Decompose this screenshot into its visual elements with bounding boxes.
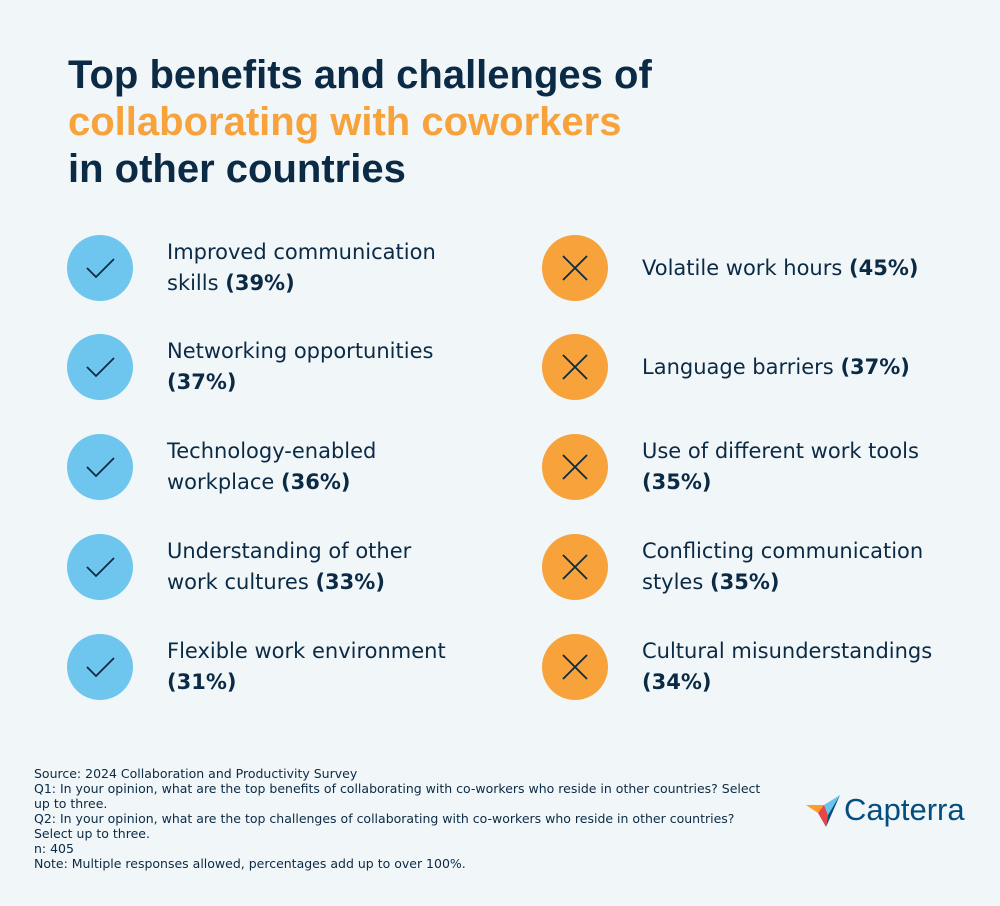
item-percent: (37%) — [840, 354, 910, 379]
list-item: Technology-enabled workplace (36%) — [67, 434, 457, 500]
item-text: Understanding of other work cultures (33… — [167, 536, 457, 598]
item-text: Use of different work tools (35%) — [642, 436, 952, 498]
title-line: Top benefits and challenges of — [68, 53, 652, 97]
item-label: Language barriers — [642, 354, 834, 379]
cross-icon — [542, 235, 608, 301]
footer-note: Note: Multiple responses allowed, percen… — [34, 856, 466, 871]
logo-text: Capterra — [844, 792, 965, 827]
item-label: Cultural misunderstandings — [642, 639, 933, 663]
item-label: Conflicting communication styles — [642, 539, 924, 594]
cross-icon — [542, 334, 608, 400]
item-label: Use of different work tools — [642, 439, 919, 463]
footer-note: Source: 2024 Collaboration and Productiv… — [34, 766, 358, 781]
check-icon — [67, 434, 133, 500]
item-text: Cultural misunderstandings (34%) — [642, 636, 952, 698]
list-item: Use of different work tools (35%) — [542, 434, 952, 500]
item-label: Understanding of other work cultures — [167, 539, 412, 594]
footer-note: n: 405 — [34, 841, 74, 856]
list-item: Understanding of other work cultures (33… — [67, 534, 457, 600]
item-text: Networking opportunities (37%) — [167, 336, 457, 398]
check-icon — [67, 235, 133, 301]
list-item: Networking opportunities (37%) — [67, 334, 457, 400]
item-percent: (34%) — [642, 670, 712, 694]
item-percent: (39%) — [225, 271, 295, 295]
footer-note: Q2: In your opinion, what are the top ch… — [34, 811, 735, 841]
item-text: Language barriers (37%) — [642, 352, 952, 383]
item-percent: (35%) — [642, 470, 712, 494]
item-percent: (45%) — [849, 255, 919, 280]
title-line: in other countries — [68, 147, 406, 191]
item-text: Technology-enabled workplace (36%) — [167, 436, 457, 498]
logo-icon — [806, 795, 840, 827]
item-text: Conflicting communication styles (35%) — [642, 536, 952, 598]
item-text: Flexible work environment (31%) — [167, 636, 457, 698]
item-label: Improved communication skills — [167, 240, 436, 295]
logo: Capterra — [806, 792, 965, 828]
item-percent: (35%) — [710, 570, 780, 594]
item-text: Volatile work hours (45%) — [642, 253, 952, 284]
list-item: Improved communication skills (39%) — [67, 235, 457, 301]
list-item: Volatile work hours (45%) — [542, 235, 952, 301]
cross-icon — [542, 634, 608, 700]
item-label: Flexible work environment — [167, 639, 446, 663]
cross-icon — [542, 434, 608, 500]
title-highlight: collaborating with coworkers — [68, 100, 622, 144]
item-text: Improved communication skills (39%) — [167, 237, 457, 299]
list-item: Language barriers (37%) — [542, 334, 952, 400]
list-item: Flexible work environment (31%) — [67, 634, 457, 700]
item-percent: (37%) — [167, 370, 237, 394]
check-icon — [67, 334, 133, 400]
item-label: Networking opportunities — [167, 339, 434, 363]
item-percent: (36%) — [281, 470, 351, 494]
item-label: Technology-enabled workplace — [167, 439, 377, 494]
item-label: Volatile work hours — [642, 255, 843, 280]
check-icon — [67, 634, 133, 700]
list-item: Cultural misunderstandings (34%) — [542, 634, 952, 700]
footer-note: Q1: In your opinion, what are the top be… — [34, 781, 761, 811]
list-item: Conflicting communication styles (35%) — [542, 534, 952, 600]
title: Top benefits and challenges of collabora… — [68, 52, 652, 193]
footer-notes: Source: 2024 Collaboration and Productiv… — [34, 766, 764, 871]
cross-icon — [542, 534, 608, 600]
item-percent: (33%) — [315, 570, 385, 594]
check-icon — [67, 534, 133, 600]
item-percent: (31%) — [167, 670, 237, 694]
